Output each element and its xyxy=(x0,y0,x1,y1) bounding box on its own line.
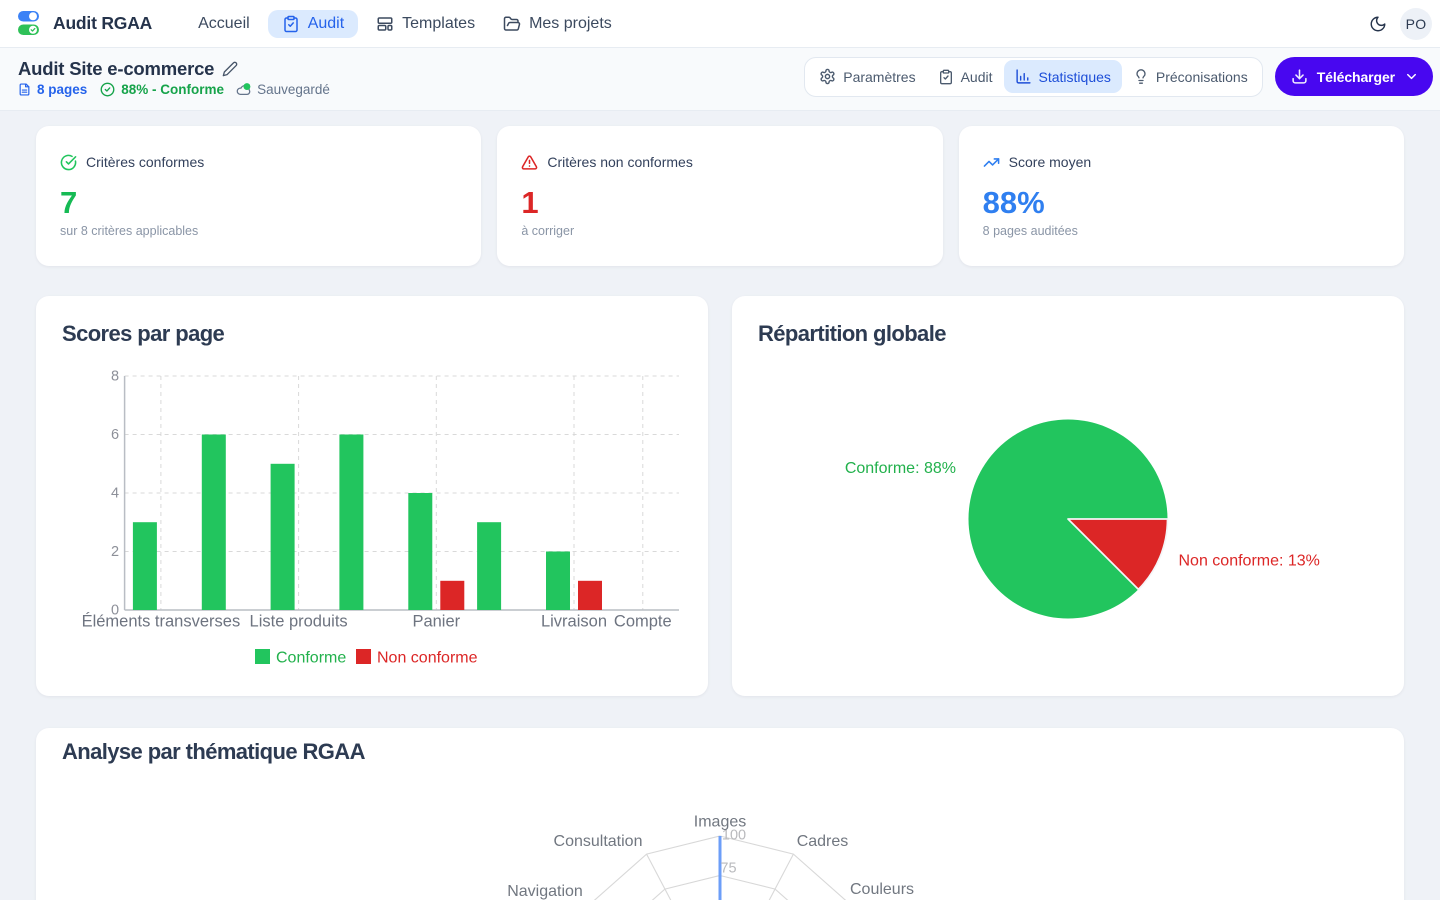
svg-text:Non conforme: Non conforme xyxy=(377,650,478,667)
svg-text:Panier: Panier xyxy=(412,613,460,631)
svg-text:Navigation: Navigation xyxy=(507,883,583,900)
svg-text:Couleurs: Couleurs xyxy=(850,881,914,898)
svg-text:Compte: Compte xyxy=(614,613,672,631)
svg-text:Cadres: Cadres xyxy=(797,833,849,850)
svg-text:Consultation: Consultation xyxy=(554,833,643,850)
svg-text:0: 0 xyxy=(111,603,119,619)
svg-text:Livraison: Livraison xyxy=(541,613,607,631)
svg-text:6: 6 xyxy=(111,427,119,443)
svg-text:Éléments transverses: Éléments transverses xyxy=(82,612,241,631)
svg-text:100: 100 xyxy=(722,828,746,844)
svg-text:75: 75 xyxy=(720,861,736,877)
svg-text:8: 8 xyxy=(111,369,119,385)
svg-text:Liste produits: Liste produits xyxy=(250,613,348,631)
svg-text:2: 2 xyxy=(111,544,119,560)
svg-text:Conforme: 88%: Conforme: 88% xyxy=(845,460,956,477)
svg-text:Non conforme: 13%: Non conforme: 13% xyxy=(1179,553,1320,570)
svg-text:4: 4 xyxy=(111,486,119,502)
svg-text:Conforme: Conforme xyxy=(276,650,346,667)
svg-text:Images: Images xyxy=(694,813,746,830)
